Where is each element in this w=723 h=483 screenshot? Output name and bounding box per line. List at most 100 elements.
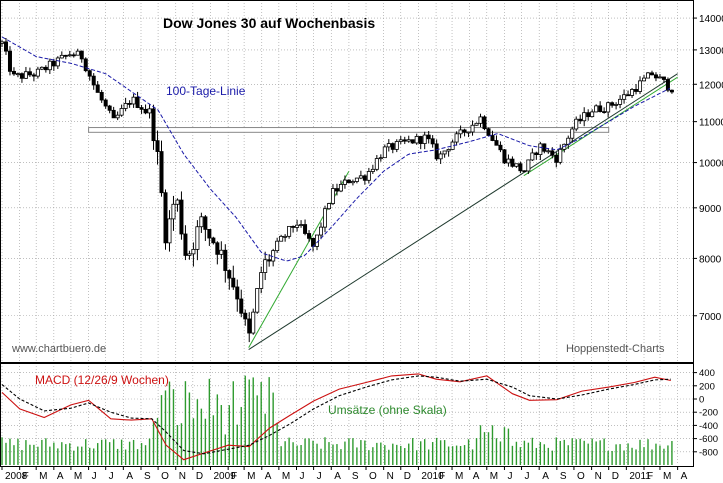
candle-body [454,133,459,143]
candle-body [23,71,28,79]
candle-body [394,141,399,150]
candle-body [7,50,12,72]
x-tick-label: D [404,471,411,482]
candle-body [550,150,555,156]
x-tick-label: S [352,471,359,482]
macd-y-tick-label: -200 [699,408,718,419]
candle-body [669,89,674,93]
watermark-left: www.chartbuero.de [11,343,106,355]
candle-body [47,60,52,71]
candle-body [267,259,272,262]
volume-bars [1,375,673,465]
candle-body [295,224,300,228]
candle-body [291,225,296,228]
resistance-band-rect [88,127,610,133]
candle-body [123,103,128,109]
x-tick-label: 2009 [213,471,236,482]
candle-body [430,138,435,145]
candle-body [163,192,168,244]
candle-body [665,79,670,91]
candle-body [275,240,280,252]
candle-body [482,116,487,130]
panel-frames [0,0,694,467]
y-tick-label: 13000 [699,46,723,57]
candle-body [330,188,335,204]
candle-body [51,60,56,67]
candle-body [175,199,180,205]
candle-body [307,233,312,239]
candle-body [470,124,475,133]
candle-body [155,140,160,152]
candle-body [207,228,212,239]
candle-body [602,111,607,113]
macd-line [1,373,671,461]
candle-body [143,108,148,114]
price-axis: 7000 8000 9000 10000 11000 12000 13000 14000 [693,14,723,323]
candle-body [259,272,264,289]
candle-body [570,128,575,139]
x-tick-label: F [231,471,237,482]
watermark-right: Hoppenstedt-Charts [566,343,665,355]
candle-body [446,148,451,152]
candle-body [657,76,662,79]
x-tick-label: O [577,471,585,482]
candle-body [183,233,188,256]
candle-body [239,298,244,314]
candle-body [534,152,539,156]
candle-body [410,139,415,144]
x-tick-label: M [282,471,290,482]
y-tick-label: 8000 [699,254,722,265]
candle-body [382,146,387,159]
candle-body [67,54,72,57]
candle-body [283,235,288,238]
x-tick-label: J [109,471,114,482]
macd-y-tick-label: -400 [699,421,718,432]
candle-body [350,181,355,184]
trendline [248,73,678,350]
x-tick-label: F [647,471,653,482]
candle-body [649,72,654,76]
candle-body [171,203,176,220]
x-tick-label: 2010 [421,471,444,482]
y-tick-label: 10000 [699,159,723,170]
candle-body [322,208,327,228]
candle-body [91,75,96,86]
macd-lines [1,373,671,461]
candle-body [354,177,359,182]
candle-body [530,152,535,161]
candle-body [638,80,643,92]
candle-body [510,158,515,167]
candle-body [598,105,603,112]
x-tick-label: A [473,471,480,482]
x-tick-label: F [439,471,445,482]
moving-average [1,36,671,262]
x-tick-label: A [542,471,549,482]
candle-body [223,249,228,271]
candle-body [55,57,60,67]
x-tick-label: F [23,471,29,482]
candle-body [227,270,232,279]
x-tick-label: M [490,471,498,482]
x-tick-label: 2011 [629,471,651,482]
x-tick-label: A [334,471,341,482]
candle-body [263,259,268,273]
candle-body [414,136,419,144]
signal-line [1,375,671,455]
y-tick-label: 11000 [699,118,723,129]
x-tick-label: M [74,471,82,482]
x-tick-label: M [455,471,463,482]
candle-body [490,135,495,141]
candle-body [71,54,76,57]
candle-body [358,175,363,179]
candle-body [199,216,204,228]
x-tick-label: S [144,471,151,482]
candle-body [79,50,84,60]
candle-body [39,66,44,70]
candle-body [219,249,224,255]
candle-body [402,139,407,142]
candle-body [558,148,563,163]
candle-body [634,89,639,92]
candle-body [645,72,650,79]
